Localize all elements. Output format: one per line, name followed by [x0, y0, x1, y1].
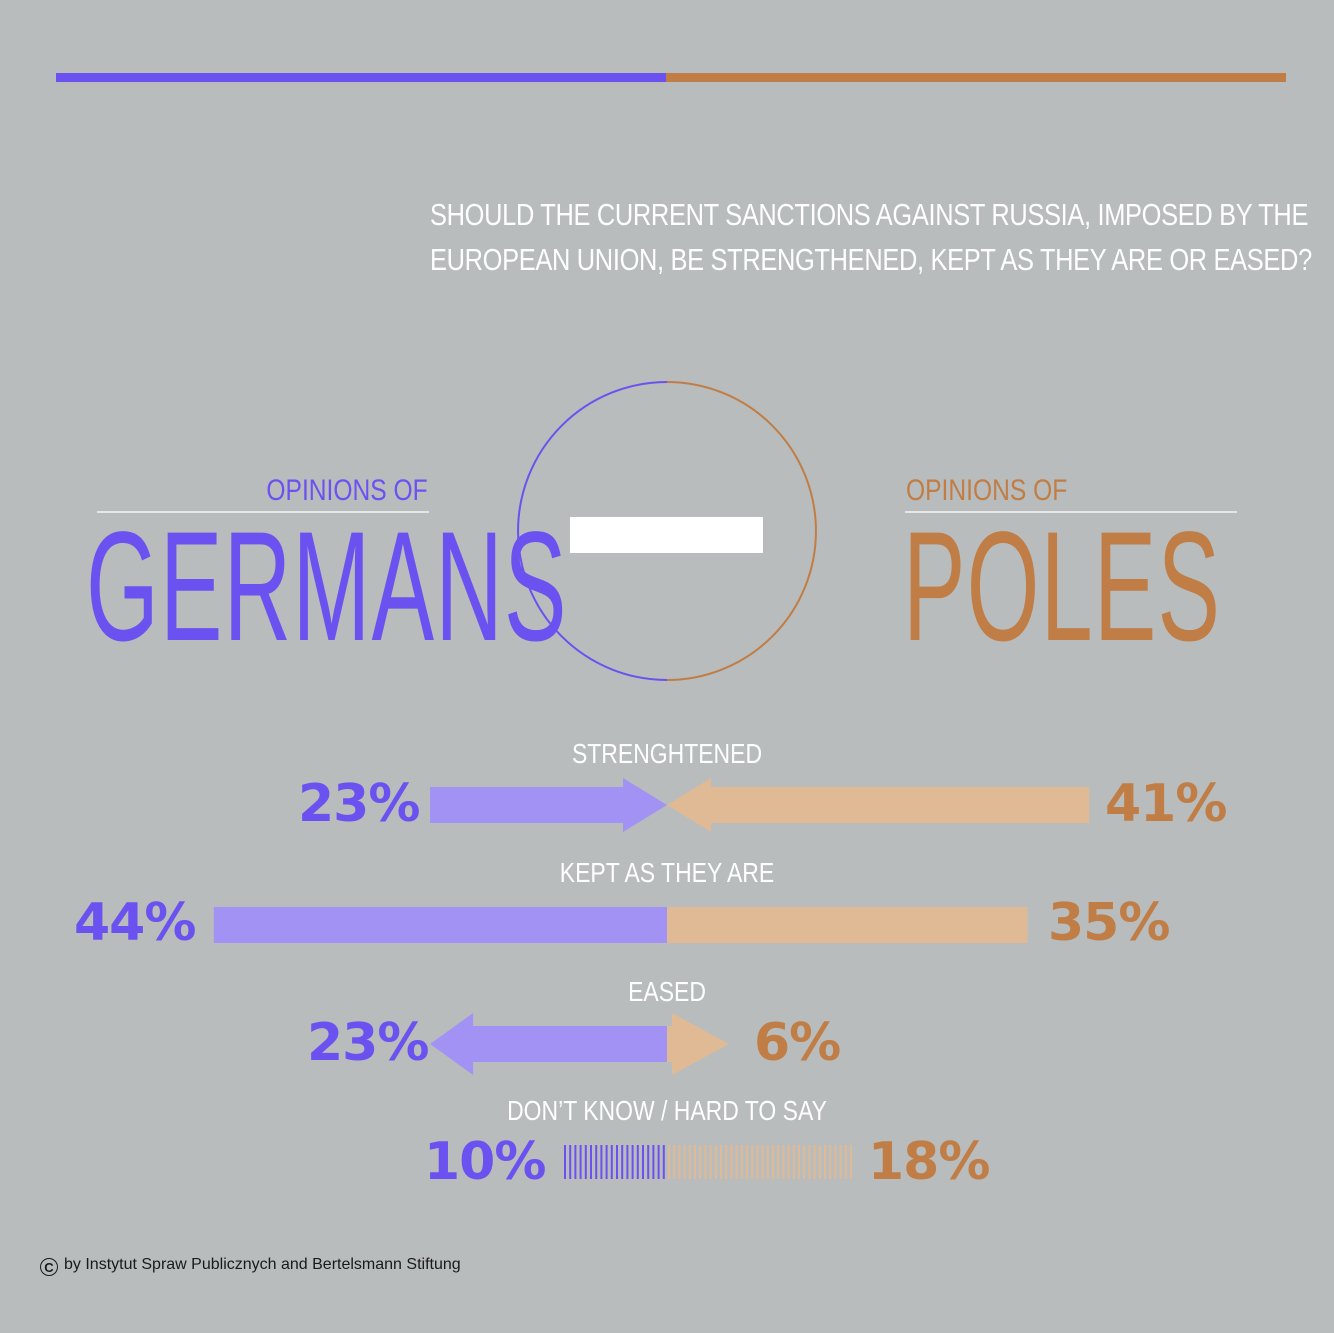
hatch-stripe-germans [610, 1145, 613, 1179]
hatch-stripe-poles [844, 1145, 847, 1179]
hatch-stripe-poles [818, 1145, 821, 1179]
hatch-stripe-poles [850, 1145, 852, 1179]
top-bar-poles [666, 73, 1286, 82]
hatch-stripe-poles [668, 1145, 670, 1179]
hatch-stripe-germans [574, 1145, 577, 1179]
hatch-stripe-germans [595, 1145, 598, 1179]
hatch-stripe-poles [829, 1145, 832, 1179]
poles-rule [905, 511, 1237, 513]
germans-prefix: OPINIONS OF [266, 474, 428, 507]
hatch-stripe-poles [746, 1145, 748, 1179]
hatch-stripe-poles [688, 1145, 691, 1179]
hatch-stripe-poles [766, 1145, 769, 1179]
bar-germans-dont-know [564, 1145, 665, 1179]
hatch-stripe-poles [803, 1145, 806, 1179]
minus-bar [570, 517, 763, 553]
hatch-stripe-poles [839, 1145, 842, 1179]
minus-sign-icon [517, 381, 817, 681]
hatch-stripe-poles [756, 1145, 759, 1179]
bar-poles-kept [667, 907, 1028, 943]
category-label-kept: KEPT AS THEY ARE [559, 857, 775, 888]
category-label-dont-know: DON’T KNOW / HARD TO SAY [507, 1095, 827, 1126]
hatch-stripe-germans [662, 1145, 665, 1179]
hatch-stripe-poles [704, 1145, 707, 1179]
hatch-stripe-poles [751, 1145, 754, 1179]
hatch-stripe-germans [621, 1145, 624, 1179]
hatch-stripe-germans [579, 1145, 582, 1179]
hatch-stripe-poles [720, 1145, 722, 1179]
hatch-stripe-germans [590, 1145, 592, 1179]
hatch-stripe-poles [694, 1145, 696, 1179]
hatch-stripe-poles [730, 1145, 733, 1179]
hatch-stripe-poles [678, 1145, 681, 1179]
circle-right-half [666, 381, 817, 681]
hatch-stripe-poles [824, 1145, 826, 1179]
hatch-stripe-poles [735, 1145, 738, 1179]
germans-rule [97, 511, 429, 513]
hatch-stripe-germans [605, 1145, 608, 1179]
hatch-stripe-poles [834, 1145, 837, 1179]
hatch-stripe-germans [600, 1145, 603, 1179]
germans-title: GERMANS [86, 500, 568, 674]
hatch-stripe-poles [808, 1145, 811, 1179]
hatch-stripe-germans [636, 1145, 639, 1179]
hatch-stripe-germans [657, 1145, 660, 1179]
value-label-germans-strengthened: 23% [298, 774, 420, 834]
hatch-stripe-poles [772, 1145, 774, 1179]
hatch-stripe-poles [740, 1145, 743, 1179]
poles-prefix: OPINIONS OF [906, 474, 1068, 507]
value-label-poles-dont-know: 18% [868, 1132, 990, 1192]
hatch-stripe-poles [761, 1145, 764, 1179]
value-label-germans-eased: 23% [307, 1013, 429, 1073]
hatch-stripe-germans [584, 1145, 587, 1179]
hatch-stripe-germans [616, 1145, 618, 1179]
hatch-stripe-poles [787, 1145, 790, 1179]
bar-poles-strengthened [667, 778, 1090, 832]
hatch-stripe-germans [564, 1145, 566, 1179]
bar-poles-eased [667, 1013, 729, 1075]
hatch-stripe-germans [569, 1145, 572, 1179]
hatch-stripe-germans [652, 1145, 655, 1179]
hatch-stripe-germans [642, 1145, 644, 1179]
hatch-stripe-poles [714, 1145, 717, 1179]
hatch-stripe-poles [798, 1145, 800, 1179]
hatch-stripe-germans [626, 1145, 629, 1179]
hatch-stripe-poles [699, 1145, 702, 1179]
value-label-germans-kept: 44% [74, 893, 196, 953]
category-label-eased: EASED [628, 976, 706, 1007]
hatch-stripe-poles [813, 1145, 816, 1179]
bar-poles-dont-know [668, 1145, 852, 1179]
hatch-stripe-poles [792, 1145, 795, 1179]
credit-text: by Instytut Spraw Publicznych and Bertel… [64, 1256, 461, 1273]
copyright-icon: C [40, 1258, 58, 1276]
circle-left-half [517, 381, 668, 681]
hatch-stripe-poles [725, 1145, 728, 1179]
hatch-stripe-poles [777, 1145, 780, 1179]
hatch-stripe-poles [709, 1145, 712, 1179]
value-label-poles-kept: 35% [1048, 893, 1170, 953]
hatch-stripe-germans [647, 1145, 650, 1179]
hatch-stripe-poles [673, 1145, 676, 1179]
bar-germans-eased [430, 1013, 667, 1075]
value-label-germans-dont-know: 10% [424, 1132, 546, 1192]
category-label-strengthened: STRENGHTENED [571, 738, 763, 769]
value-label-poles-strengthened: 41% [1105, 774, 1227, 834]
bar-germans-kept [213, 907, 668, 943]
hatch-stripe-germans [631, 1145, 634, 1179]
hatch-stripe-poles [683, 1145, 686, 1179]
poles-title: POLES [903, 500, 1222, 674]
hatch-stripe-poles [782, 1145, 785, 1179]
top-bar-germans [56, 73, 668, 82]
bar-germans-strengthened [430, 778, 667, 832]
value-label-poles-eased: 6% [754, 1013, 841, 1073]
